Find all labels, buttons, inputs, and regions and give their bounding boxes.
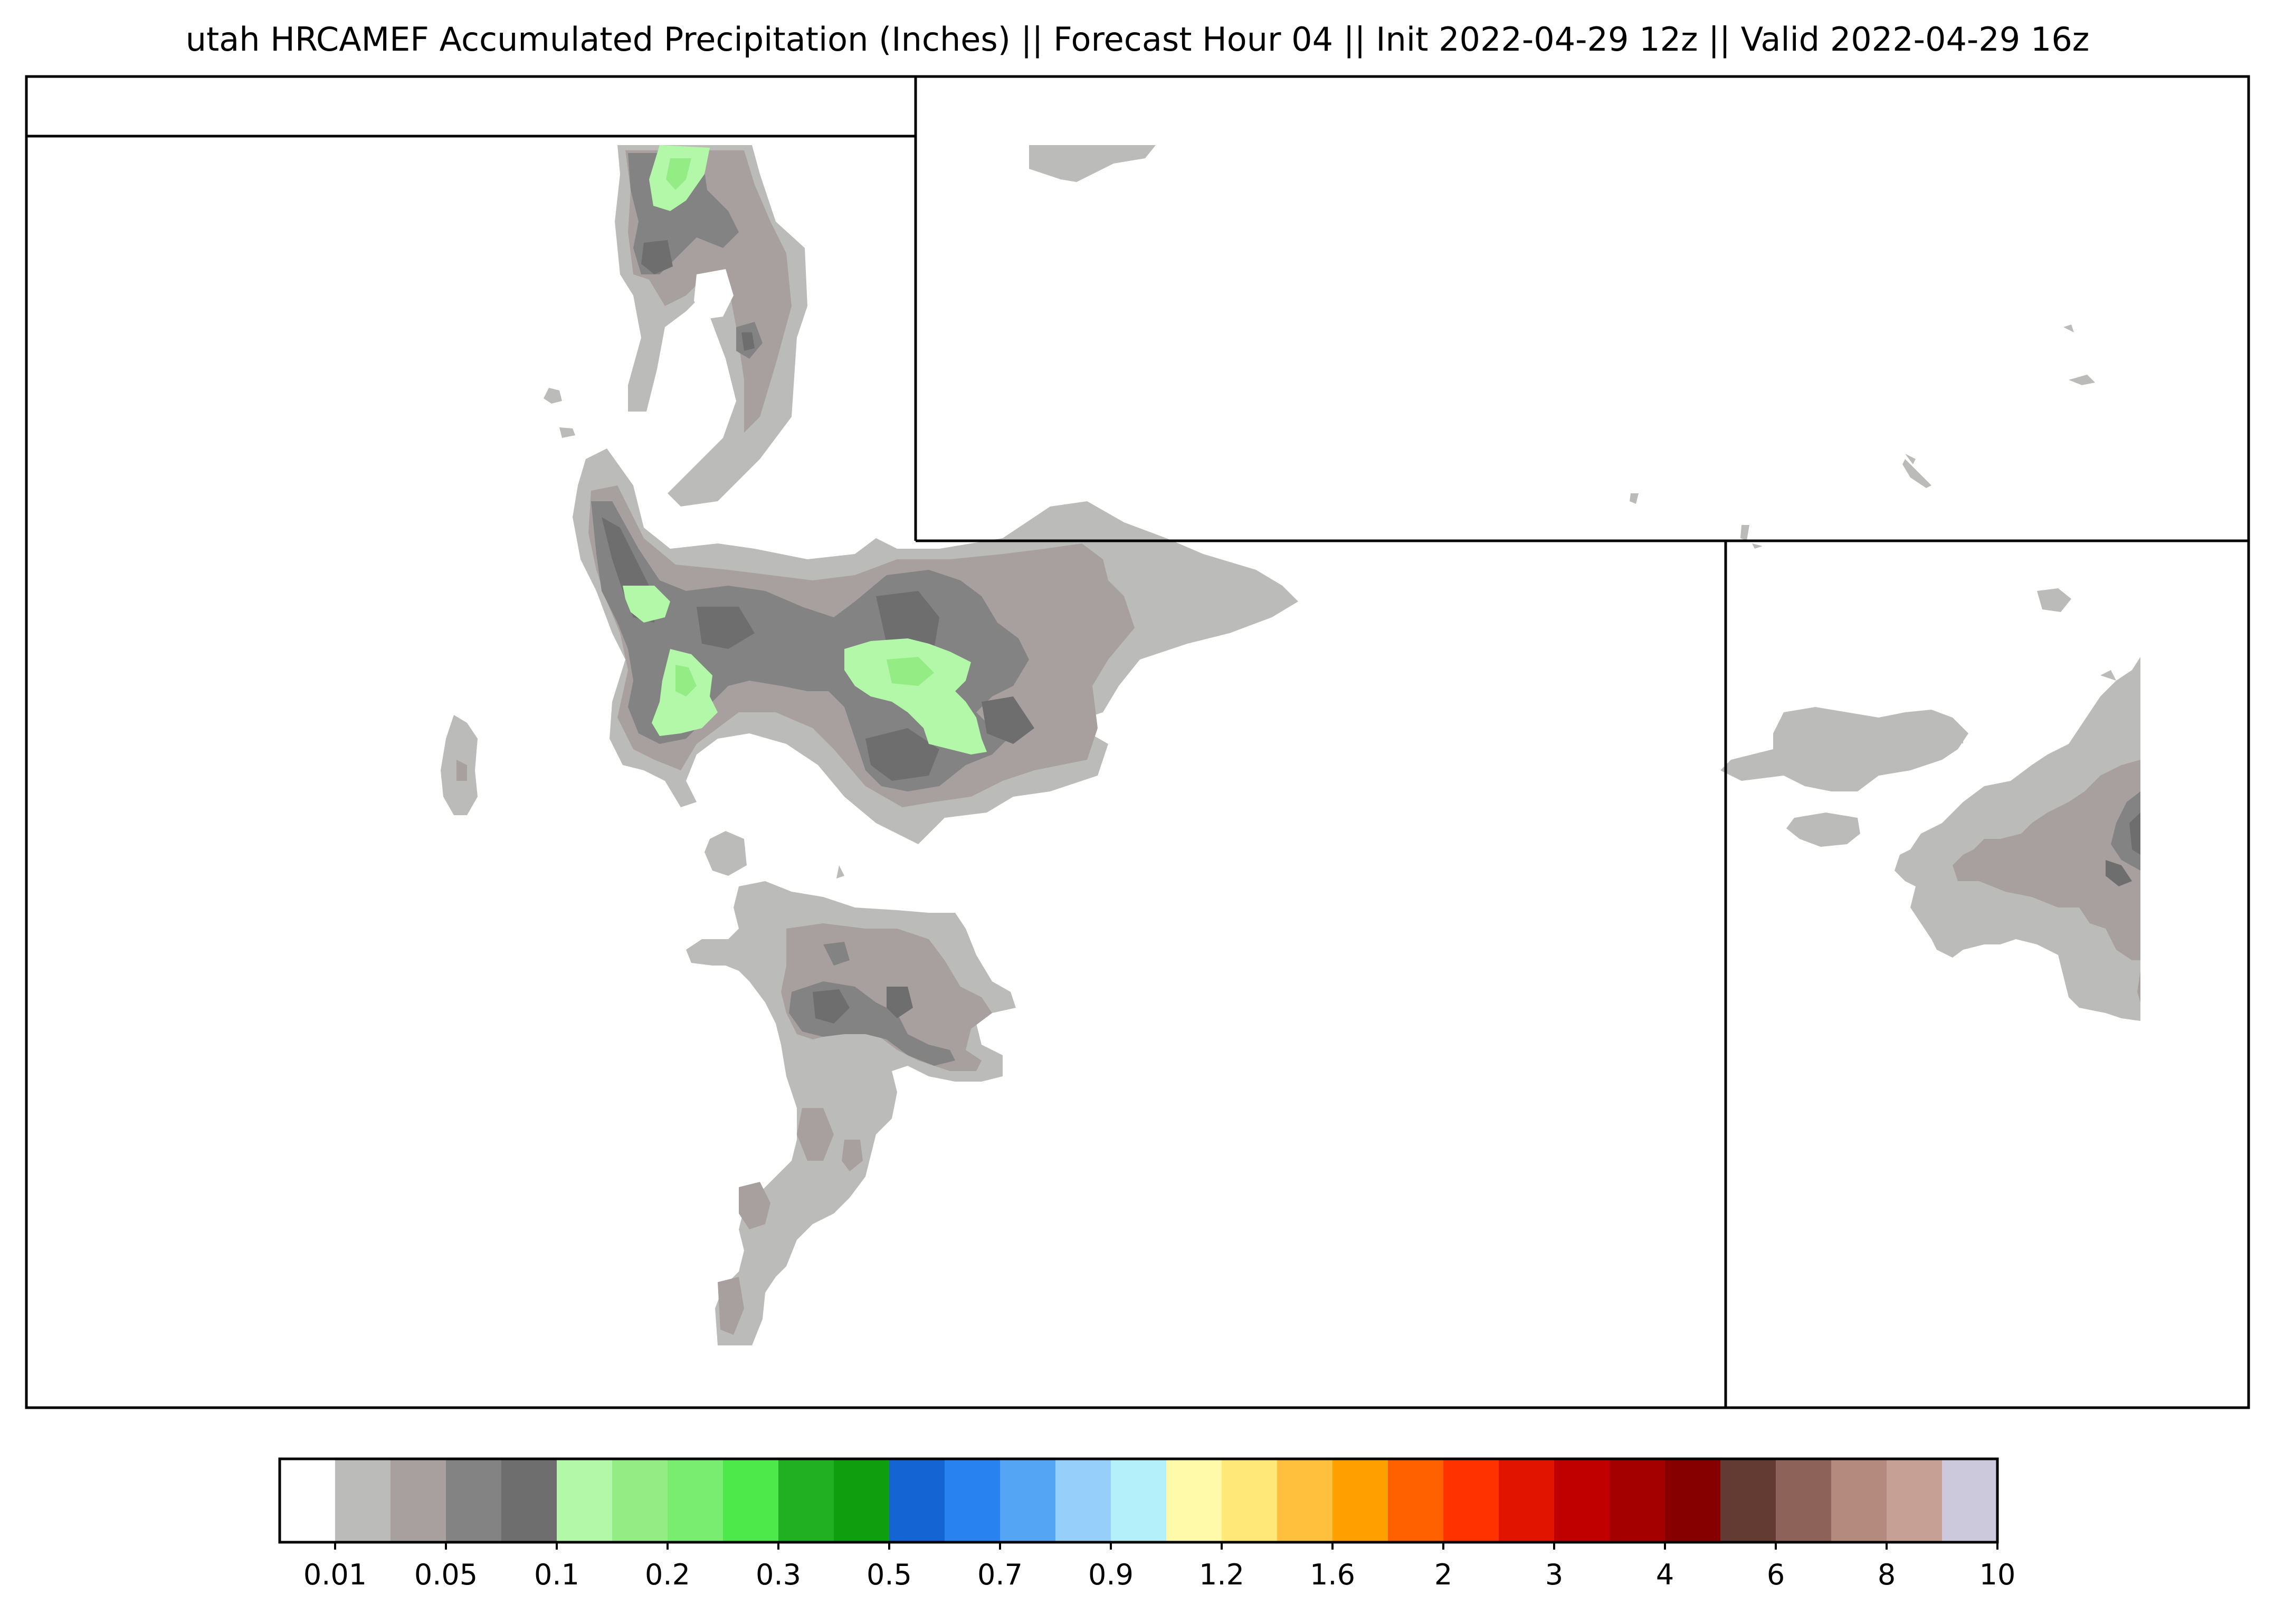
colorbar-tick-label: 0.01 — [303, 1558, 367, 1591]
colorbar-swatch — [1499, 1459, 1555, 1542]
colorbar-tick-label: 1.2 — [1199, 1558, 1244, 1591]
colorbar-tick-label: 2 — [1434, 1558, 1452, 1591]
colorbar-swatch — [1831, 1459, 1887, 1542]
colorbar-swatch — [557, 1459, 613, 1542]
colorbar-swatch — [668, 1459, 724, 1542]
colorbar-tick-label: 0.05 — [414, 1558, 478, 1591]
colorbar-swatch — [1443, 1459, 1499, 1542]
colorbar-swatch — [1055, 1459, 1111, 1542]
colorbar-tick-label: 8 — [1878, 1558, 1896, 1591]
colorbar-swatch — [1776, 1459, 1832, 1542]
colorbar-swatches — [280, 1459, 1998, 1542]
colorbar-tick-label: 3 — [1545, 1558, 1563, 1591]
colorbar-tick-label: 0.7 — [977, 1558, 1023, 1591]
colorbar-swatch — [335, 1459, 391, 1542]
colorbar-swatch — [1111, 1459, 1167, 1542]
colorbar-tick-label: 4 — [1656, 1558, 1674, 1591]
colorbar-swatch — [1554, 1459, 1610, 1542]
colorbar-swatch — [391, 1459, 446, 1542]
colorbar-tick-label: 10 — [1979, 1558, 2016, 1591]
colorbar-tick-label: 0.3 — [756, 1558, 801, 1591]
precip-region-east — [1029, 145, 2140, 1021]
colorbar-tick-label: 1.6 — [1310, 1558, 1355, 1591]
colorbar-swatch — [945, 1459, 1001, 1542]
precipitation-map — [25, 75, 2250, 1409]
colorbar-swatch — [612, 1459, 668, 1542]
colorbar-swatch — [1720, 1459, 1776, 1542]
precip-region-south — [686, 831, 1016, 1345]
colorbar-tick-label: 0.2 — [645, 1558, 690, 1591]
colorbar-swatch — [1000, 1459, 1056, 1542]
colorbar-swatch — [1610, 1459, 1665, 1542]
map-title: utah HRCAMEF Accumulated Precipitation (… — [185, 20, 2090, 59]
colorbar-swatch — [1665, 1459, 1721, 1542]
colorbar-swatch — [778, 1459, 834, 1542]
colorbar-swatch — [1166, 1459, 1222, 1542]
colorbar-swatch — [723, 1459, 779, 1542]
colorbar-swatch — [1277, 1459, 1333, 1542]
colorbar-swatch — [834, 1459, 890, 1542]
colorbar-swatch — [1388, 1459, 1444, 1542]
colorbar-ticks: 0.01 0.05 0.1 0.2 0.3 0.5 0.7 0.9 1.2 1.6 2 3 4 6 8 10 — [303, 1542, 2015, 1591]
map-frame — [25, 75, 2250, 1409]
colorbar-swatch — [446, 1459, 502, 1542]
colorbar-swatch — [280, 1459, 336, 1542]
state-boundaries — [25, 75, 2250, 1409]
precip-region-north — [615, 145, 807, 507]
colorbar-swatch — [889, 1459, 945, 1542]
colorbar-swatch — [1332, 1459, 1388, 1542]
colorbar-tick-label: 0.5 — [867, 1558, 912, 1591]
colorbar-swatch — [501, 1459, 557, 1542]
colorbar-tick-label: 0.9 — [1088, 1558, 1134, 1591]
colorbar-swatch — [1887, 1459, 1943, 1542]
precip-region-central — [441, 388, 1298, 844]
colorbar-tick-label: 0.1 — [534, 1558, 579, 1591]
colorbar-tick-label: 6 — [1767, 1558, 1785, 1591]
colorbar-frame — [278, 1457, 1999, 1544]
colorbar-swatch — [1942, 1459, 1998, 1542]
colorbar-swatch — [1222, 1459, 1278, 1542]
